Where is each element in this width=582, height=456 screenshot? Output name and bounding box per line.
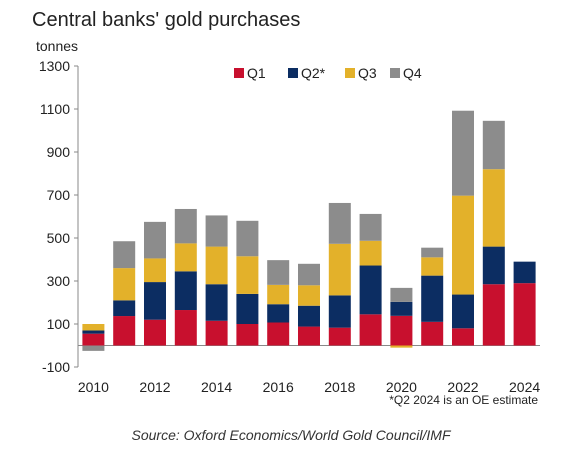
- bar-segment-q4-2019: [359, 213, 382, 241]
- bar-segment-q4-2016: [267, 260, 290, 285]
- bar-segment-q1-2013: [174, 310, 197, 346]
- bar-segment-q4-2014: [205, 215, 228, 247]
- bar-segment-q1-2023: [482, 284, 505, 346]
- bar-segment-q1-2022: [452, 328, 474, 346]
- bar-segment-q3-2012: [144, 258, 166, 283]
- bar-segment-q4-2011: [113, 241, 136, 269]
- legend-label-1: Q1: [247, 65, 266, 81]
- x-tick-label: 2016: [263, 379, 294, 395]
- bar-segment-q2-2019: [359, 265, 382, 315]
- bar-segment-q1-2012: [144, 319, 166, 346]
- bar-segment-q2-2024: [513, 261, 536, 284]
- x-tick-label: 2022: [447, 379, 478, 395]
- bar-segment-q4-2021: [421, 247, 444, 258]
- legend-swatch-4: [390, 68, 400, 78]
- legend-label-2: Q2*: [301, 65, 326, 81]
- bar-segment-q3-2021: [421, 257, 444, 276]
- bar-segment-q3-2020: [390, 345, 413, 348]
- y-tick-label: -100: [42, 359, 70, 375]
- bar-segment-q4-2023: [482, 120, 505, 170]
- axes-layer: -100 100 300 500 700 900 1100 1300 2010 2012 2014 2…: [39, 58, 541, 395]
- bar-segment-q1-2024: [513, 283, 536, 346]
- bar-segment-q1-2017: [298, 326, 320, 346]
- bar-segment-q1-2011: [113, 316, 136, 346]
- bar-segment-q2-2023: [482, 246, 505, 285]
- bar-segment-q1-2019: [359, 314, 382, 346]
- y-tick-label: 100: [47, 316, 71, 332]
- bar-segment-q4-2022: [452, 110, 474, 196]
- chart-title: Central banks' gold purchases: [32, 9, 301, 31]
- bar-segment-q1-2018: [328, 327, 351, 346]
- y-tick-label: 700: [47, 187, 71, 203]
- y-tick-label: 1100: [40, 101, 70, 117]
- bar-segment-q3-2014: [205, 246, 228, 285]
- footnote: *Q2 2024 is an OE estimate: [389, 393, 538, 407]
- legend-label-4: Q4: [403, 65, 422, 81]
- x-tick-label: 2012: [139, 379, 170, 395]
- bar-segment-q1-2015: [236, 324, 259, 346]
- bar-segment-q4-2017: [298, 263, 320, 286]
- bar-segment-q2-2015: [236, 293, 259, 324]
- bar-segment-q2-2016: [267, 304, 290, 323]
- bar-segment-q3-2015: [236, 256, 259, 294]
- bar-segment-q4-2010: [82, 345, 105, 351]
- bar-segment-q2-2010: [82, 330, 105, 334]
- source-caption: Source: Oxford Economics/World Gold Coun…: [131, 427, 451, 443]
- bar-segment-q3-2013: [174, 243, 197, 272]
- bar-segment-q3-2023: [482, 169, 505, 247]
- y-axis-unit-label: tonnes: [36, 38, 79, 54]
- legend-label-3: Q3: [358, 65, 377, 81]
- legend-swatch-2: [288, 68, 298, 78]
- bar-segment-q4-2020: [390, 287, 413, 302]
- bar-segment-q3-2016: [267, 284, 290, 305]
- x-tick-label: 2018: [324, 379, 355, 395]
- bar-segment-q2-2021: [421, 275, 444, 322]
- bar-segment-q2-2013: [174, 271, 197, 311]
- bar-segment-q1-2014: [205, 320, 228, 346]
- bar-segment-q2-2022: [452, 294, 474, 329]
- bar-segment-q3-2017: [298, 285, 320, 306]
- bar-segment-q2-2012: [144, 282, 166, 320]
- bar-segment-q2-2014: [205, 284, 228, 321]
- y-tick-label: 500: [47, 230, 71, 246]
- bar-segment-q3-2010: [82, 324, 105, 331]
- bar-segment-q3-2022: [452, 195, 474, 295]
- bar-segment-q2-2018: [328, 295, 351, 328]
- bars-layer: [82, 110, 536, 351]
- y-tick-label: 900: [47, 144, 71, 160]
- bar-segment-q1-2010: [82, 333, 105, 346]
- y-tick-label: 1300: [39, 58, 70, 74]
- x-tick-label: 2020: [386, 379, 417, 395]
- bar-segment-q1-2021: [421, 321, 444, 346]
- bar-segment-q4-2012: [144, 221, 166, 259]
- bar-segment-q3-2018: [328, 243, 351, 296]
- bar-segment-q2-2020: [390, 301, 413, 316]
- legend-swatch-1: [234, 68, 244, 78]
- bar-segment-q3-2019: [359, 240, 382, 266]
- bar-segment-q1-2016: [267, 322, 290, 346]
- x-tick-label: 2010: [78, 379, 109, 395]
- legend-swatch-3: [345, 68, 355, 78]
- x-tick-label: 2024: [509, 379, 540, 395]
- y-tick-label: 300: [47, 273, 71, 289]
- bar-segment-q3-2011: [113, 268, 136, 301]
- bar-segment-q2-2017: [298, 305, 320, 327]
- bar-segment-q2-2011: [113, 300, 136, 317]
- legend: Q1 Q2* Q3 Q4: [234, 65, 422, 81]
- bar-segment-q4-2013: [174, 208, 197, 244]
- x-tick-label: 2014: [201, 379, 232, 395]
- bar-segment-q4-2015: [236, 220, 259, 257]
- bar-segment-q1-2020: [390, 315, 413, 346]
- bar-segment-q4-2018: [328, 202, 351, 244]
